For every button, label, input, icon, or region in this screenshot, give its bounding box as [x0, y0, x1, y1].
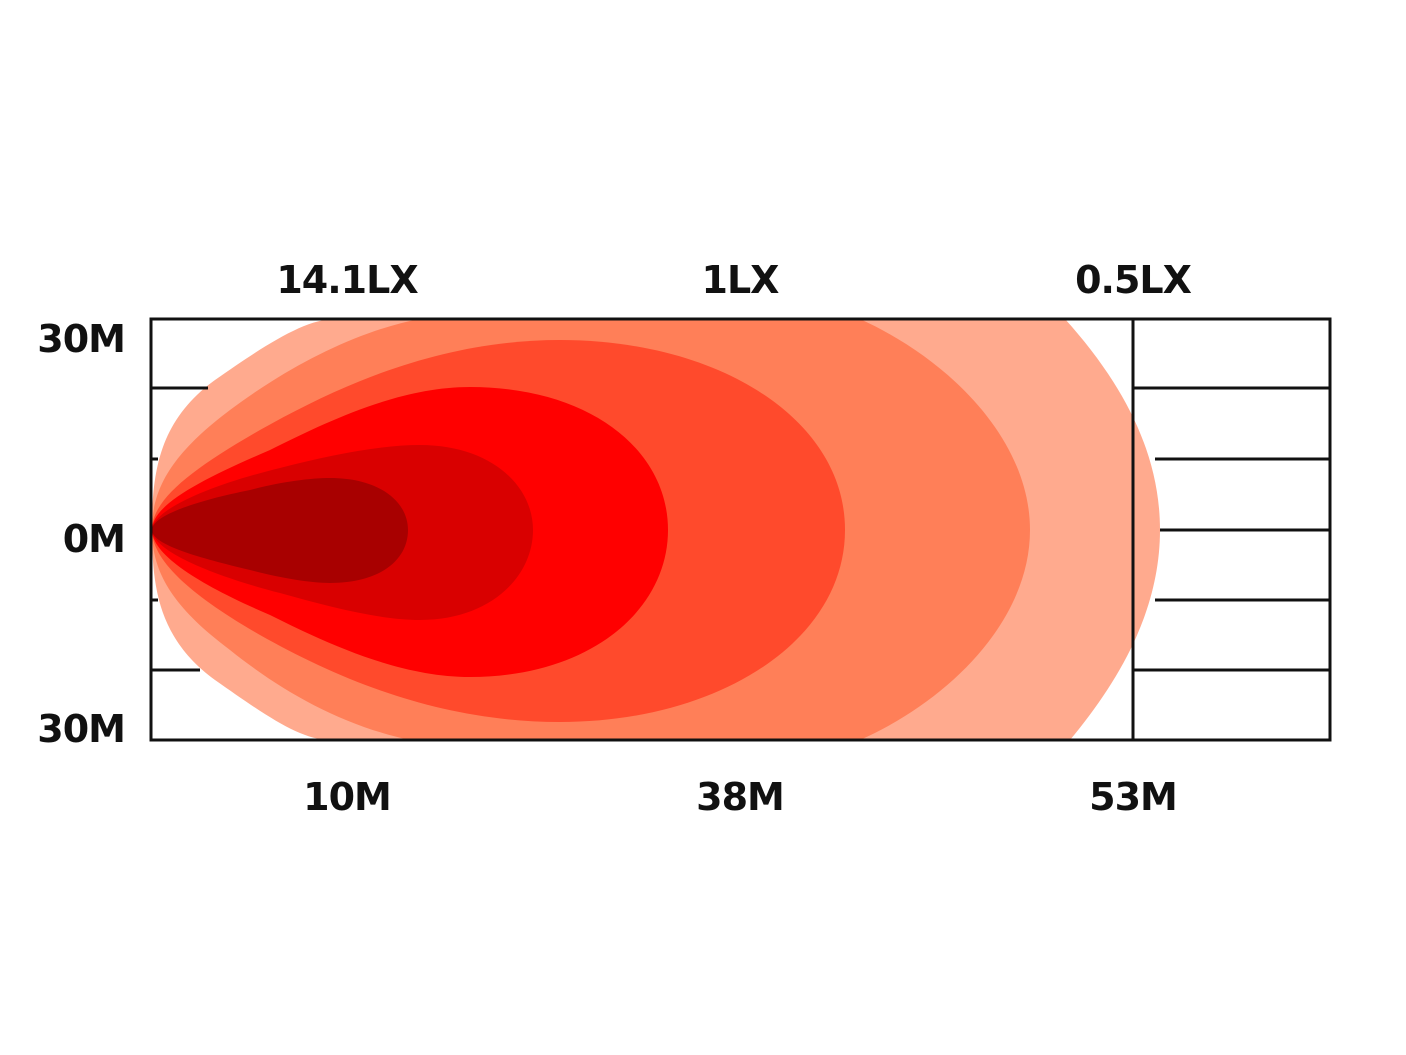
- plot-frame: [149, 317, 1332, 742]
- width-label-top: 30M: [37, 317, 125, 361]
- lux-label-2: 1LX: [702, 258, 780, 302]
- lux-label-1: 14.1LX: [276, 258, 418, 302]
- beam-zone-6: [152, 478, 408, 583]
- distance-label-2: 38M: [696, 775, 784, 819]
- beam-zones: [152, 319, 1160, 740]
- width-label-center: 0M: [63, 517, 125, 561]
- distance-label-3: 53M: [1089, 775, 1177, 819]
- grid: [149, 317, 1332, 742]
- lux-label-3: 0.5LX: [1075, 258, 1192, 302]
- distance-label-1: 10M: [303, 775, 391, 819]
- width-label-bottom: 30M: [37, 707, 125, 751]
